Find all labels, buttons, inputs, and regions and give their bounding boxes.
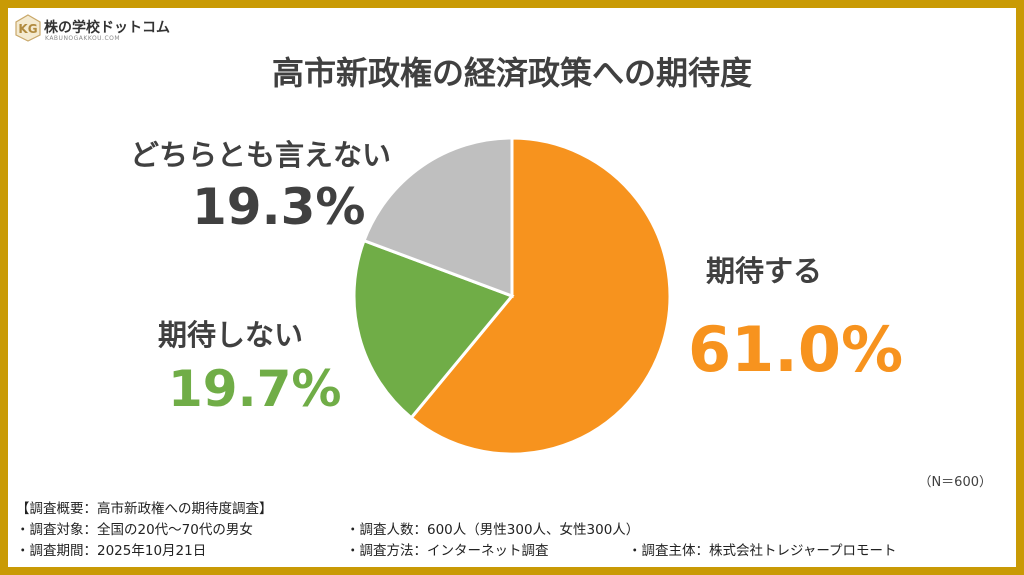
infographic-panel: KG 株の学校ドットコム KABUNOGAKKOU.COM 高市新政権の経済政策… — [8, 8, 1016, 567]
notes-period: ・調査期間：2025年10月21日 — [16, 543, 207, 559]
svg-text:KG: KG — [18, 22, 37, 36]
logo-name: 株の学校ドットコム — [44, 20, 170, 36]
pie-chart — [352, 136, 672, 456]
slice-label-expect: 期待する — [706, 254, 823, 288]
notes-heading: 【調査概要：高市新政権への期待度調査】 — [16, 501, 273, 517]
sample-size-note: （N＝600） — [918, 475, 992, 490]
slice-value-neutral: 19.3% — [192, 178, 366, 236]
logo-mark-icon: KG — [15, 14, 41, 42]
logo-subtitle: KABUNOGAKKOU.COM — [45, 35, 121, 42]
slice-value-not-expect: 19.7% — [168, 360, 342, 418]
slice-label-not-expect: 期待しない — [158, 318, 304, 352]
notes-count: ・調査人数：600人（男性300人、女性300人） — [346, 522, 640, 538]
pie-slice-expect — [409, 136, 672, 456]
slice-label-neutral: どちらとも言えない — [130, 138, 392, 172]
slice-value-expect: 61.0% — [688, 313, 904, 386]
pie-slice-not-expect — [352, 238, 515, 420]
notes-target: ・調査対象：全国の20代～70代の男女 — [16, 522, 253, 538]
pie-slice-neutral — [362, 136, 514, 299]
notes-method: ・調査方法：インターネット調査 — [346, 543, 549, 559]
notes-sponsor: ・調査主体：株式会社トレジャープロモート — [628, 543, 897, 559]
chart-title: 高市新政権の経済政策への期待度 — [271, 54, 752, 92]
